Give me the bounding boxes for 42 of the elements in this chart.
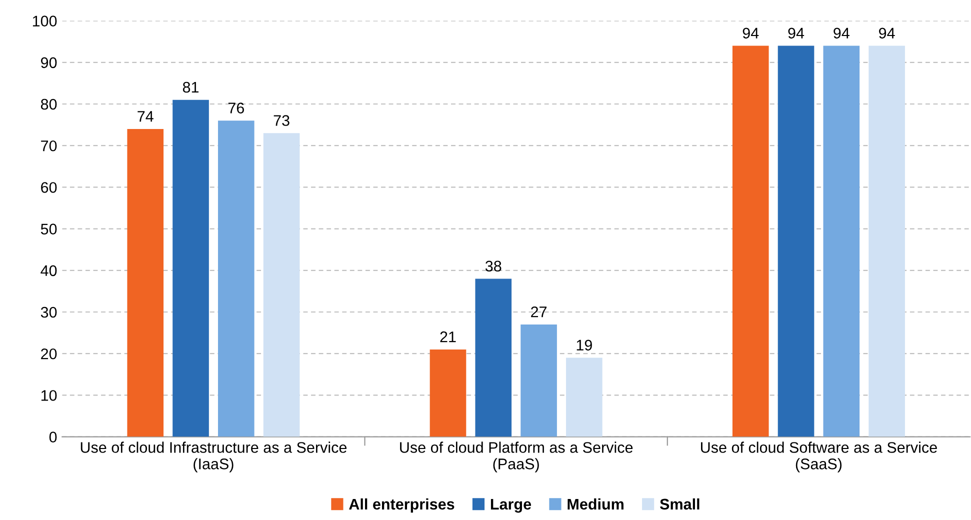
bar	[475, 278, 512, 437]
y-tick-label: 80	[40, 98, 57, 110]
data-label: 74	[138, 111, 154, 122]
y-tick-label: 90	[41, 57, 57, 68]
x-tick-label: Use of cloud Software as a Service (SaaS)	[701, 442, 937, 472]
bar	[520, 324, 557, 437]
x-tick-label: Use of cloud Infrastructure as a Service (IaaS)	[80, 442, 347, 472]
y-tick-label: 70	[41, 140, 57, 152]
data-label: 73	[274, 115, 290, 126]
data-label: 94	[834, 28, 850, 39]
bar	[868, 46, 905, 437]
x-tick-label: Use of cloud Platform as a Service (PaaS)	[400, 442, 633, 472]
y-tick-label: 40	[40, 265, 57, 276]
bar	[823, 46, 860, 437]
data-label: 21	[440, 331, 456, 342]
data-label: 81	[182, 82, 199, 93]
data-label: 38	[485, 260, 502, 272]
legend-label: Small	[660, 498, 700, 510]
bar	[218, 120, 254, 437]
bar	[732, 46, 769, 437]
bar	[778, 46, 814, 437]
bar	[127, 128, 164, 437]
bar	[566, 358, 602, 437]
legend-label: All enterprises	[349, 498, 454, 513]
legend-label: Medium	[568, 498, 624, 510]
bar	[172, 100, 209, 437]
data-label: 94	[879, 28, 895, 39]
data-label: 76	[228, 102, 244, 114]
y-tick-label: 100	[32, 16, 57, 26]
y-tick-label: 60	[41, 182, 57, 193]
y-tick-label: 0	[49, 432, 57, 442]
y-tick-label: 50	[40, 224, 57, 234]
y-tick-label: 10	[41, 390, 57, 401]
bar	[263, 133, 300, 437]
data-label: 27	[531, 306, 547, 318]
y-tick-label: 30	[40, 306, 57, 318]
bar	[430, 349, 466, 437]
data-label: 94	[788, 28, 804, 39]
data-label: 19	[576, 340, 592, 351]
data-label: 94	[742, 28, 759, 39]
y-tick-label: 20	[41, 348, 57, 360]
legend-label: Large	[490, 498, 532, 513]
